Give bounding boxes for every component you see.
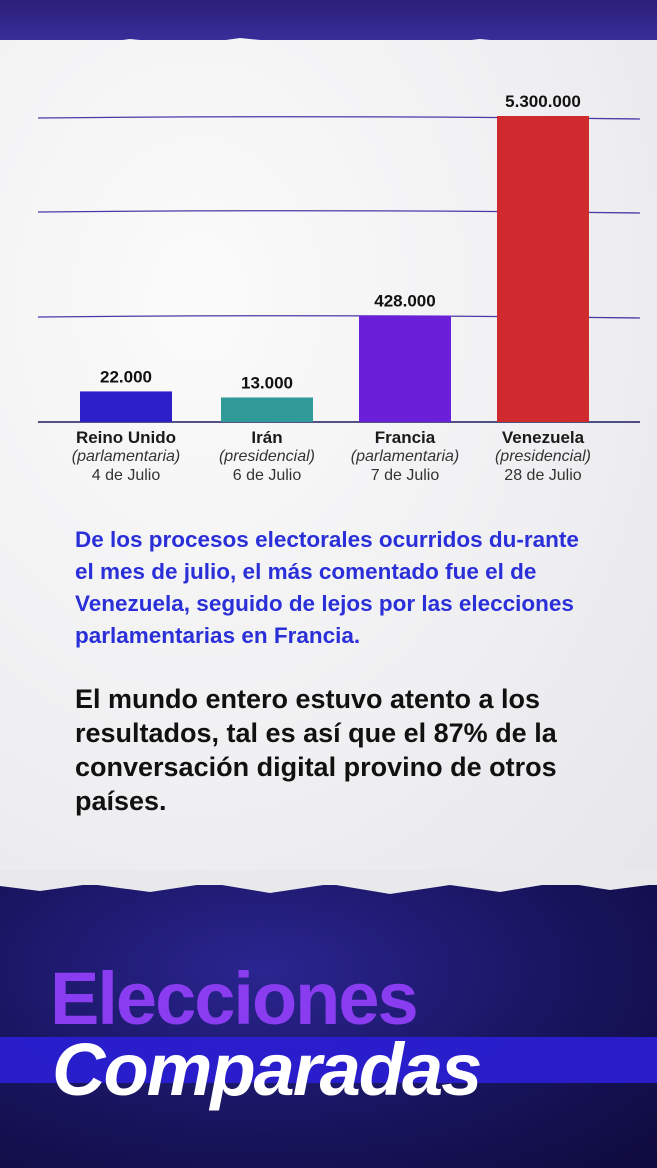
torn-paper-bottom-edge [0, 870, 657, 894]
data-label-3: 428.000 [374, 292, 435, 311]
x-category-1: Reino Unido (parlamentaria) 4 de Julio [51, 428, 201, 485]
category-name: Francia [374, 428, 436, 447]
category-date: 28 de Julio [504, 467, 582, 484]
data-label-1: 22.000 [100, 367, 152, 386]
x-category-2: Irán (presidencial) 6 de Julio [192, 428, 342, 485]
x-category-3: Francia (parlamentaria) 7 de Julio [330, 428, 480, 485]
data-label-4: 5.300.000 [505, 92, 581, 111]
category-election-type: (parlamentaria) [350, 448, 460, 465]
category-election-type: (presidencial) [494, 448, 592, 465]
bar-reino-unido [80, 391, 172, 422]
title-line-2: Comparadas [52, 1028, 482, 1111]
category-date: 7 de Julio [370, 467, 440, 484]
x-category-4: Venezuela (presidencial) 28 de Julio [468, 428, 618, 485]
title-line-1: Elecciones [50, 957, 419, 1040]
title-highlight-stripe [0, 1037, 657, 1083]
paragraph-summary: De los procesos electorales ocurridos du… [75, 527, 579, 648]
category-name: Venezuela [501, 428, 585, 447]
category-name: Irán [251, 428, 283, 447]
bar-irán [221, 397, 313, 422]
data-label-2: 13.000 [241, 373, 293, 392]
bottom-title-band [0, 885, 657, 1168]
category-election-type: (presidencial) [218, 448, 316, 465]
category-date: 6 de Julio [232, 467, 302, 484]
bar-venezuela [497, 116, 589, 422]
category-election-type: (parlamentaria) [71, 448, 181, 465]
category-date: 4 de Julio [91, 467, 161, 484]
bar-chart: 22.000 13.000 428.000 5.300.000 [37, 92, 641, 423]
paragraph-conclusion: El mundo entero estuvo atento a los resu… [75, 684, 557, 816]
category-name: Reino Unido [75, 428, 177, 447]
bar-francia [359, 315, 451, 422]
